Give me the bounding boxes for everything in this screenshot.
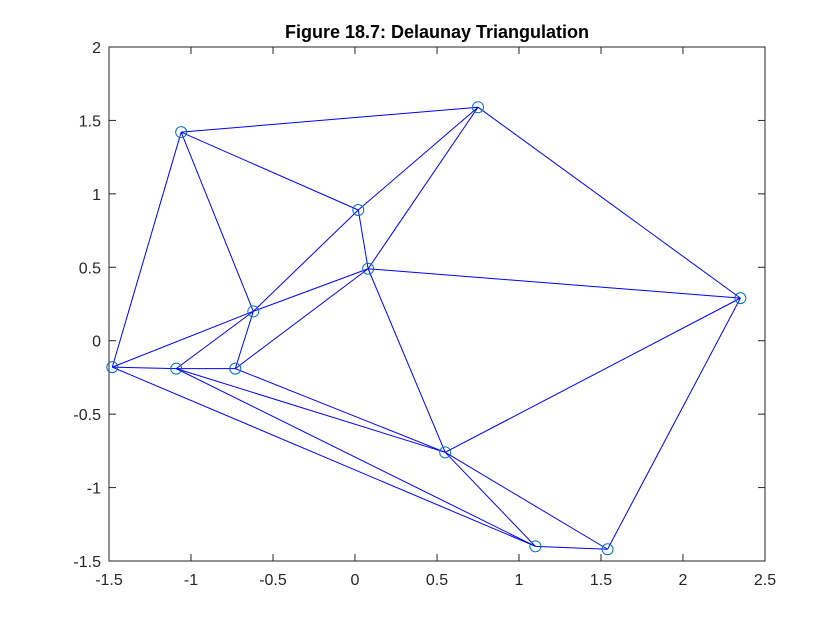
data-point-marker [352,204,365,217]
data-point-marker [175,126,188,139]
y-tick-label: -1 [87,481,101,498]
x-axis: -1.5 -1 -0.5 0 0.5 1 1.5 2 2.5 [95,47,776,589]
data-point-marker [472,101,484,114]
triangulation-edges [111,106,741,550]
data-point-marker [106,361,119,374]
point-markers [106,101,747,556]
x-tick-label: 0.5 [426,572,448,589]
triangulation-edge [234,268,369,370]
triangulation-edge [112,310,254,368]
data-point-marker [734,292,747,305]
x-tick-label: -0.5 [259,572,287,589]
triangulation-edge [357,106,479,211]
triangulation-edge [180,131,254,312]
triangulation-edge [607,297,741,550]
data-point-marker [170,362,183,375]
triangulation-edge [111,132,182,368]
data-point-marker [439,446,452,459]
y-tick-label: 0.5 [79,260,101,277]
data-point-marker [601,543,614,556]
triangulation-edge [180,131,359,211]
x-tick-label: 1 [515,572,524,589]
x-tick-label: -1 [184,572,198,589]
triangulation-edge [234,311,254,369]
triangulation-edge [477,106,741,299]
triangulation-edge [367,268,446,453]
y-tick-label: 0 [92,334,101,351]
plot-area [108,46,766,562]
triangulation-edge [368,268,741,299]
y-tick-label: -0.5 [73,407,101,424]
y-tick-label: 1.5 [79,113,101,130]
triangulation-edge [444,297,741,453]
triangulation-edge [253,268,369,312]
triangulation-edge [444,451,608,550]
x-tick-label: -1.5 [95,572,123,589]
triangulation-edge [235,368,446,453]
y-tick-label: 2 [92,40,101,57]
triangulation-edge [176,368,446,453]
y-tick-label: -1.5 [73,554,101,571]
triangulation-edge [112,366,536,547]
triangulation-edge [175,310,254,370]
triangulation-edge [367,106,479,270]
x-tick-label: 0 [351,572,360,589]
data-point-marker [229,362,242,375]
data-point-marker [362,262,375,275]
y-tick-label: 1 [92,187,101,204]
triangulation-edge [176,368,536,547]
triangulation-edge [444,451,536,547]
triangulation-edge [112,366,177,370]
triangulation-edge [252,209,359,312]
triangulation-edge [535,545,608,550]
triangulation-edge [357,209,369,269]
triangulation-edge [181,106,479,133]
chart-title: Figure 18.7: Delaunay Triangulation [285,22,589,42]
x-tick-label: 2.5 [754,572,776,589]
x-tick-label: 1.5 [590,572,612,589]
y-axis: -1.5 -1 -0.5 0 0.5 1 1.5 2 [73,40,765,571]
data-point-marker [247,305,260,318]
data-point-marker [529,540,542,553]
x-tick-label: 2 [679,572,688,589]
